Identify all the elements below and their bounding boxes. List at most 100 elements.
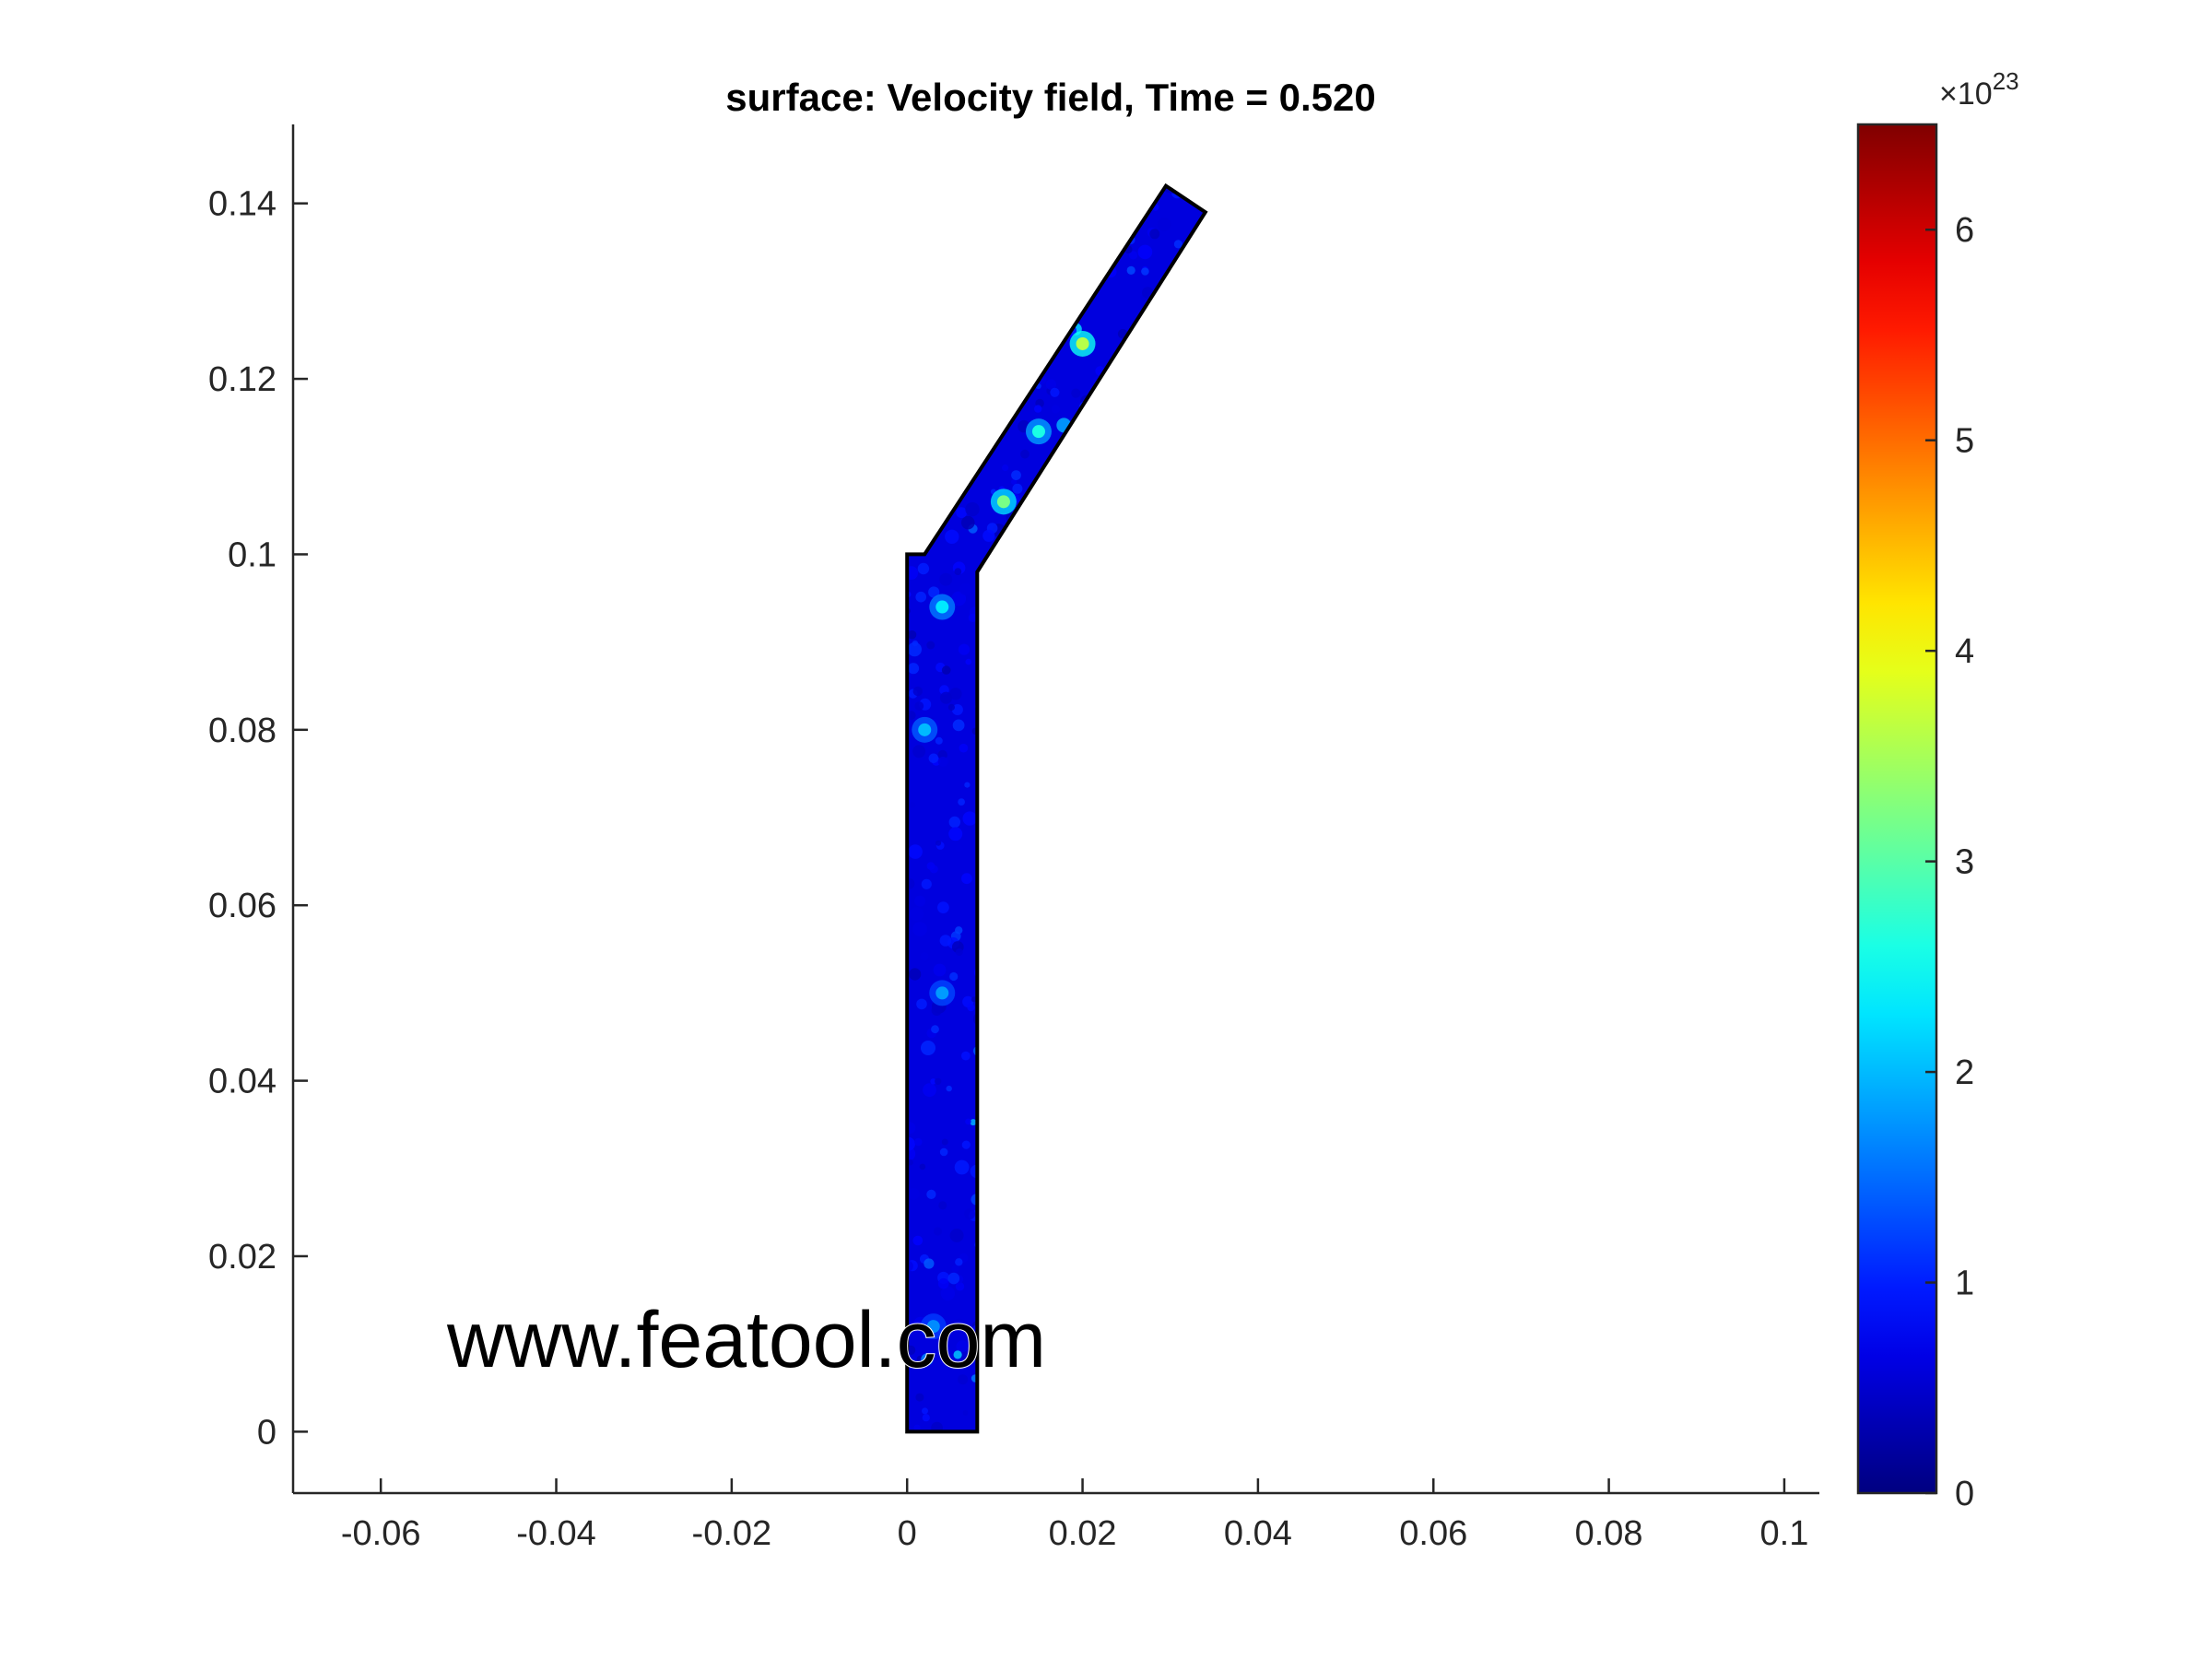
field-speckle [1184, 748, 1194, 759]
field-speckle [1194, 702, 1206, 716]
field-speckle [948, 308, 963, 322]
field-speckle [994, 231, 1006, 242]
field-speckle [939, 1147, 948, 1157]
field-hotspot [1076, 336, 1089, 350]
field-speckle [1028, 761, 1042, 775]
field-speckle [957, 1321, 963, 1328]
field-speckle [1000, 945, 1014, 959]
field-speckle [1091, 442, 1099, 451]
field-speckle [1151, 1325, 1164, 1338]
field-speckle [962, 1410, 969, 1416]
field-speckle [1180, 883, 1187, 890]
field-speckle [947, 703, 955, 712]
field-speckle [1141, 1134, 1150, 1143]
field-speckle [945, 463, 958, 475]
field-speckle [961, 1051, 971, 1061]
field-speckle [1096, 1371, 1107, 1381]
field-speckle [1182, 422, 1192, 433]
field-speckle [946, 1085, 952, 1092]
field-speckle [977, 1065, 992, 1080]
field-speckle [1087, 1222, 1093, 1230]
field-speckle [1012, 483, 1023, 494]
field-speckle [1027, 880, 1033, 888]
field-speckle [939, 354, 954, 369]
field-speckle [933, 963, 947, 977]
field-speckle [947, 1272, 960, 1285]
field-speckle [1171, 500, 1184, 513]
field-speckle [1085, 945, 1098, 957]
field-speckle [1148, 871, 1157, 879]
field-speckle [1100, 449, 1109, 459]
field-speckle [962, 811, 977, 826]
field-speckle [993, 937, 1005, 950]
field-speckle [1146, 1226, 1160, 1241]
field-speckle [1192, 276, 1199, 283]
field-speckle [1134, 1262, 1148, 1277]
field-speckle [1106, 1336, 1120, 1351]
field-speckle [912, 1235, 924, 1246]
field-speckle [1070, 469, 1077, 477]
colorbar-multiplier-exponent: 23 [1993, 67, 2019, 95]
field-speckle [1163, 416, 1173, 426]
field-speckle [1171, 1160, 1179, 1169]
field-speckle [997, 1126, 1012, 1140]
field-speckle [998, 1249, 1005, 1256]
field-speckle [1160, 775, 1167, 782]
field-speckle [1011, 478, 1018, 485]
field-speckle [1055, 1317, 1063, 1324]
field-speckle [1143, 755, 1150, 763]
field-speckle [1096, 1199, 1105, 1209]
field-speckle [949, 688, 962, 700]
field-speckle [1182, 455, 1191, 463]
field-speckle [1179, 1089, 1191, 1101]
field-speckle [1065, 1203, 1074, 1212]
field-speckle [1035, 885, 1049, 899]
field-speckle [1029, 884, 1044, 899]
field-speckle [1149, 229, 1160, 240]
field-speckle [1070, 587, 1083, 600]
colorbar-multiplier: ×1023 [1939, 67, 2019, 112]
field-speckle [914, 895, 926, 907]
field-speckle [978, 1262, 987, 1271]
field-speckle [1148, 1006, 1159, 1015]
field-speckle [1121, 1195, 1131, 1206]
field-speckle [1048, 1107, 1063, 1121]
field-speckle [1197, 277, 1206, 286]
field-speckle [1102, 475, 1117, 489]
field-speckle [1092, 716, 1102, 726]
field-speckle [1042, 231, 1052, 240]
field-speckle [909, 318, 918, 327]
field-speckle [970, 1119, 977, 1126]
field-speckle [932, 211, 947, 227]
field-speckle [910, 907, 924, 922]
field-speckle [1052, 1215, 1066, 1229]
field-speckle [1047, 1018, 1063, 1033]
field-speckle [1158, 1174, 1167, 1183]
field-speckle [1068, 692, 1077, 701]
field-speckle [926, 862, 935, 870]
field-speckle [1017, 954, 1026, 963]
field-speckle [999, 394, 1015, 409]
field-speckle [1078, 910, 1088, 920]
y-tick-label: 0.06 [208, 887, 276, 925]
field-speckle [1126, 1065, 1138, 1077]
field-speckle [1191, 1106, 1201, 1116]
field-speckle [1141, 1147, 1157, 1163]
field-speckle [1115, 587, 1130, 602]
field-speckle [1065, 1334, 1078, 1347]
field-speckle [1128, 186, 1141, 199]
field-speckle [1145, 530, 1154, 540]
field-speckle [1117, 997, 1131, 1011]
field-hotspot [996, 495, 1010, 509]
field-speckle [1084, 253, 1100, 268]
field-speckle [1040, 591, 1053, 605]
field-speckle [988, 1047, 1003, 1062]
field-speckle [1133, 466, 1147, 480]
field-speckle [1124, 1247, 1136, 1260]
field-speckle [1141, 951, 1150, 960]
field-speckle [982, 529, 995, 542]
field-speckle [1129, 1285, 1140, 1296]
field-speckle [1025, 1265, 1038, 1277]
field-speckle [1176, 658, 1187, 669]
